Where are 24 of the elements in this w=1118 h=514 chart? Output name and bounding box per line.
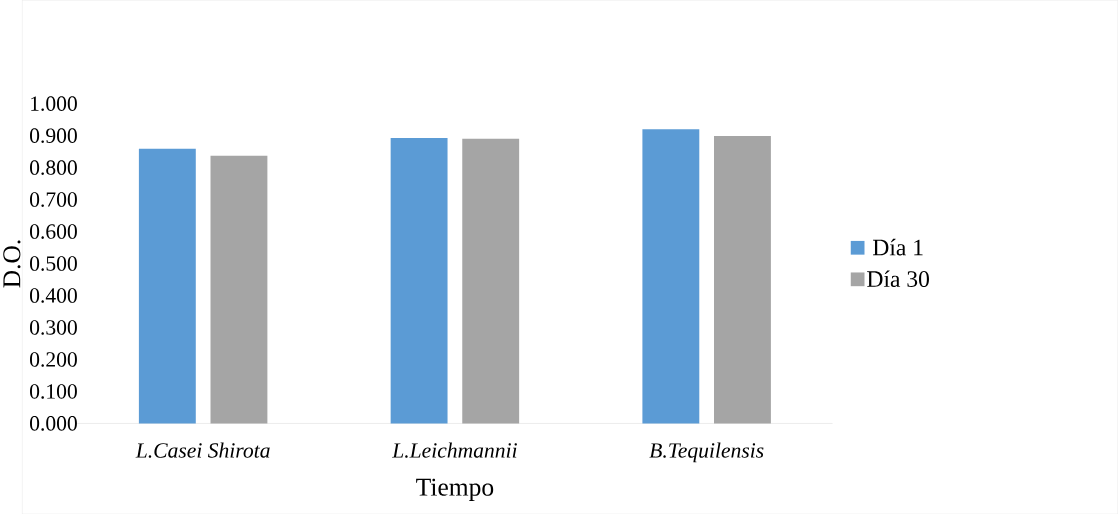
bar [462, 138, 520, 424]
bar [390, 137, 448, 424]
y-tick-label: 0.000 [30, 415, 77, 431]
y-tick-label: 0.500 [30, 256, 77, 271]
y-tick-label: 0.900 [30, 128, 77, 143]
y-tick-label: 0.400 [30, 288, 77, 303]
bar [210, 155, 268, 424]
y-axis-title: D.O. [3, 240, 21, 288]
bar [138, 148, 196, 424]
y-tick-label: 0.100 [30, 383, 77, 399]
x-tick-label: B.Tequilensis [649, 442, 764, 462]
x-axis-title: Tiempo [416, 478, 494, 501]
y-tick-label: 1.000 [31, 96, 77, 111]
y-tick-label: 0.200 [30, 351, 77, 367]
x-tick-label: L.Casei Shirota [135, 442, 270, 458]
legend-label: Día 30 [867, 270, 929, 287]
y-tick-label: 0.300 [30, 320, 77, 335]
y-tick-label: 0.700 [30, 192, 77, 207]
y-tick-label: 0.600 [30, 224, 77, 239]
x-tick-label: L.Leichmannii [392, 442, 517, 458]
bar [714, 135, 771, 424]
y-tick-label: 0.800 [30, 160, 77, 175]
legend-label: Día 1 [873, 238, 923, 256]
bar [642, 129, 700, 424]
